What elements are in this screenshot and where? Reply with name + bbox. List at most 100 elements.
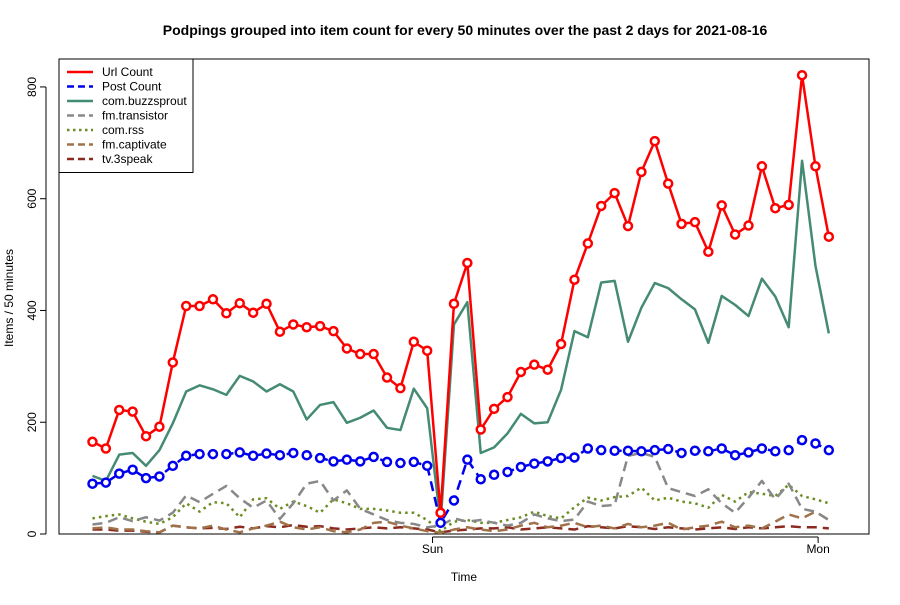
chart-title: Podpings grouped into item count for eve… — [163, 22, 768, 38]
y-axis-label: Items / 50 minutes — [2, 249, 16, 347]
data-point — [435, 507, 446, 519]
data-point — [100, 477, 112, 488]
data-point — [823, 231, 835, 242]
data-point — [462, 454, 473, 465]
data-point — [395, 457, 406, 469]
data-point — [435, 517, 446, 529]
data-point — [542, 456, 553, 467]
series-line — [92, 510, 830, 535]
plot-area-frame — [58, 58, 870, 535]
data-point — [395, 382, 406, 394]
data-point — [662, 178, 674, 189]
data-point — [703, 446, 714, 457]
data-point — [488, 469, 500, 481]
data-point — [127, 464, 138, 475]
data-point — [301, 449, 312, 461]
data-point — [636, 446, 647, 457]
data-point — [113, 404, 125, 416]
data-point — [328, 325, 339, 337]
data-point — [140, 430, 152, 442]
legend-entry: Url Count — [102, 65, 153, 79]
data-point — [381, 456, 393, 468]
data-point — [448, 495, 460, 506]
data-point — [247, 307, 259, 318]
data-point — [622, 220, 634, 232]
data-point — [502, 391, 513, 403]
data-point — [127, 406, 138, 417]
series-com-buzzsprout — [92, 159, 831, 525]
data-point — [301, 321, 312, 333]
data-point — [314, 320, 326, 332]
series-line — [92, 451, 830, 529]
data-point — [341, 454, 353, 465]
data-point — [194, 448, 205, 460]
series-post-count — [87, 434, 835, 529]
series-com-rss — [92, 483, 830, 533]
data-point — [743, 447, 754, 458]
data-point — [154, 471, 165, 482]
series-url-count — [87, 69, 835, 519]
y-tick-label: 200 — [25, 412, 39, 432]
data-point — [649, 135, 661, 147]
data-point — [180, 300, 192, 312]
series-layer — [87, 69, 835, 535]
data-point — [234, 297, 245, 309]
data-point — [167, 460, 179, 472]
data-point — [140, 472, 152, 484]
data-point — [261, 448, 272, 459]
data-point — [381, 372, 393, 383]
data-point — [354, 348, 366, 360]
data-point — [354, 456, 366, 467]
data-point — [796, 69, 808, 81]
series-line — [92, 523, 829, 534]
series-fm-transistor — [92, 451, 830, 529]
legend-entry: fm.transistor — [102, 109, 168, 123]
data-point — [502, 466, 513, 478]
series-tv-3speak — [92, 523, 829, 534]
data-point — [810, 161, 821, 172]
data-point — [234, 447, 245, 458]
data-point — [462, 257, 473, 269]
data-point — [288, 447, 299, 459]
legend-entry: Post Count — [102, 80, 162, 94]
data-point — [421, 345, 433, 356]
data-point — [408, 456, 420, 468]
data-point — [207, 448, 219, 460]
data-point — [810, 438, 821, 449]
data-point — [555, 452, 567, 464]
data-point — [488, 403, 500, 415]
data-point — [207, 294, 219, 305]
data-point — [729, 449, 741, 461]
data-point — [113, 468, 125, 479]
data-point — [716, 443, 727, 454]
legend-entry: com.buzzsprout — [102, 94, 187, 108]
data-point — [529, 359, 540, 370]
data-point — [194, 300, 205, 312]
data-point — [689, 445, 701, 456]
data-point — [475, 473, 486, 485]
data-point — [314, 452, 326, 464]
y-tick-label: 0 — [25, 530, 39, 537]
data-point — [368, 348, 379, 360]
data-point — [676, 447, 687, 459]
data-point — [274, 449, 286, 461]
legend-entry: fm.captivate — [102, 138, 167, 152]
data-point — [689, 216, 701, 228]
series-line — [92, 483, 830, 533]
y-tick-label: 600 — [25, 188, 39, 208]
data-point — [542, 364, 553, 375]
data-point — [595, 444, 607, 456]
data-point — [609, 445, 620, 456]
data-point — [167, 357, 179, 368]
data-point — [221, 308, 232, 319]
legend-entry: tv.3speak — [102, 152, 153, 166]
data-point — [622, 445, 634, 456]
x-axis-label: Time — [451, 570, 478, 584]
data-point — [770, 202, 781, 214]
data-point — [743, 220, 754, 231]
data-point — [823, 444, 835, 456]
data-point — [783, 199, 794, 211]
data-point — [421, 460, 433, 472]
data-point — [87, 478, 98, 489]
